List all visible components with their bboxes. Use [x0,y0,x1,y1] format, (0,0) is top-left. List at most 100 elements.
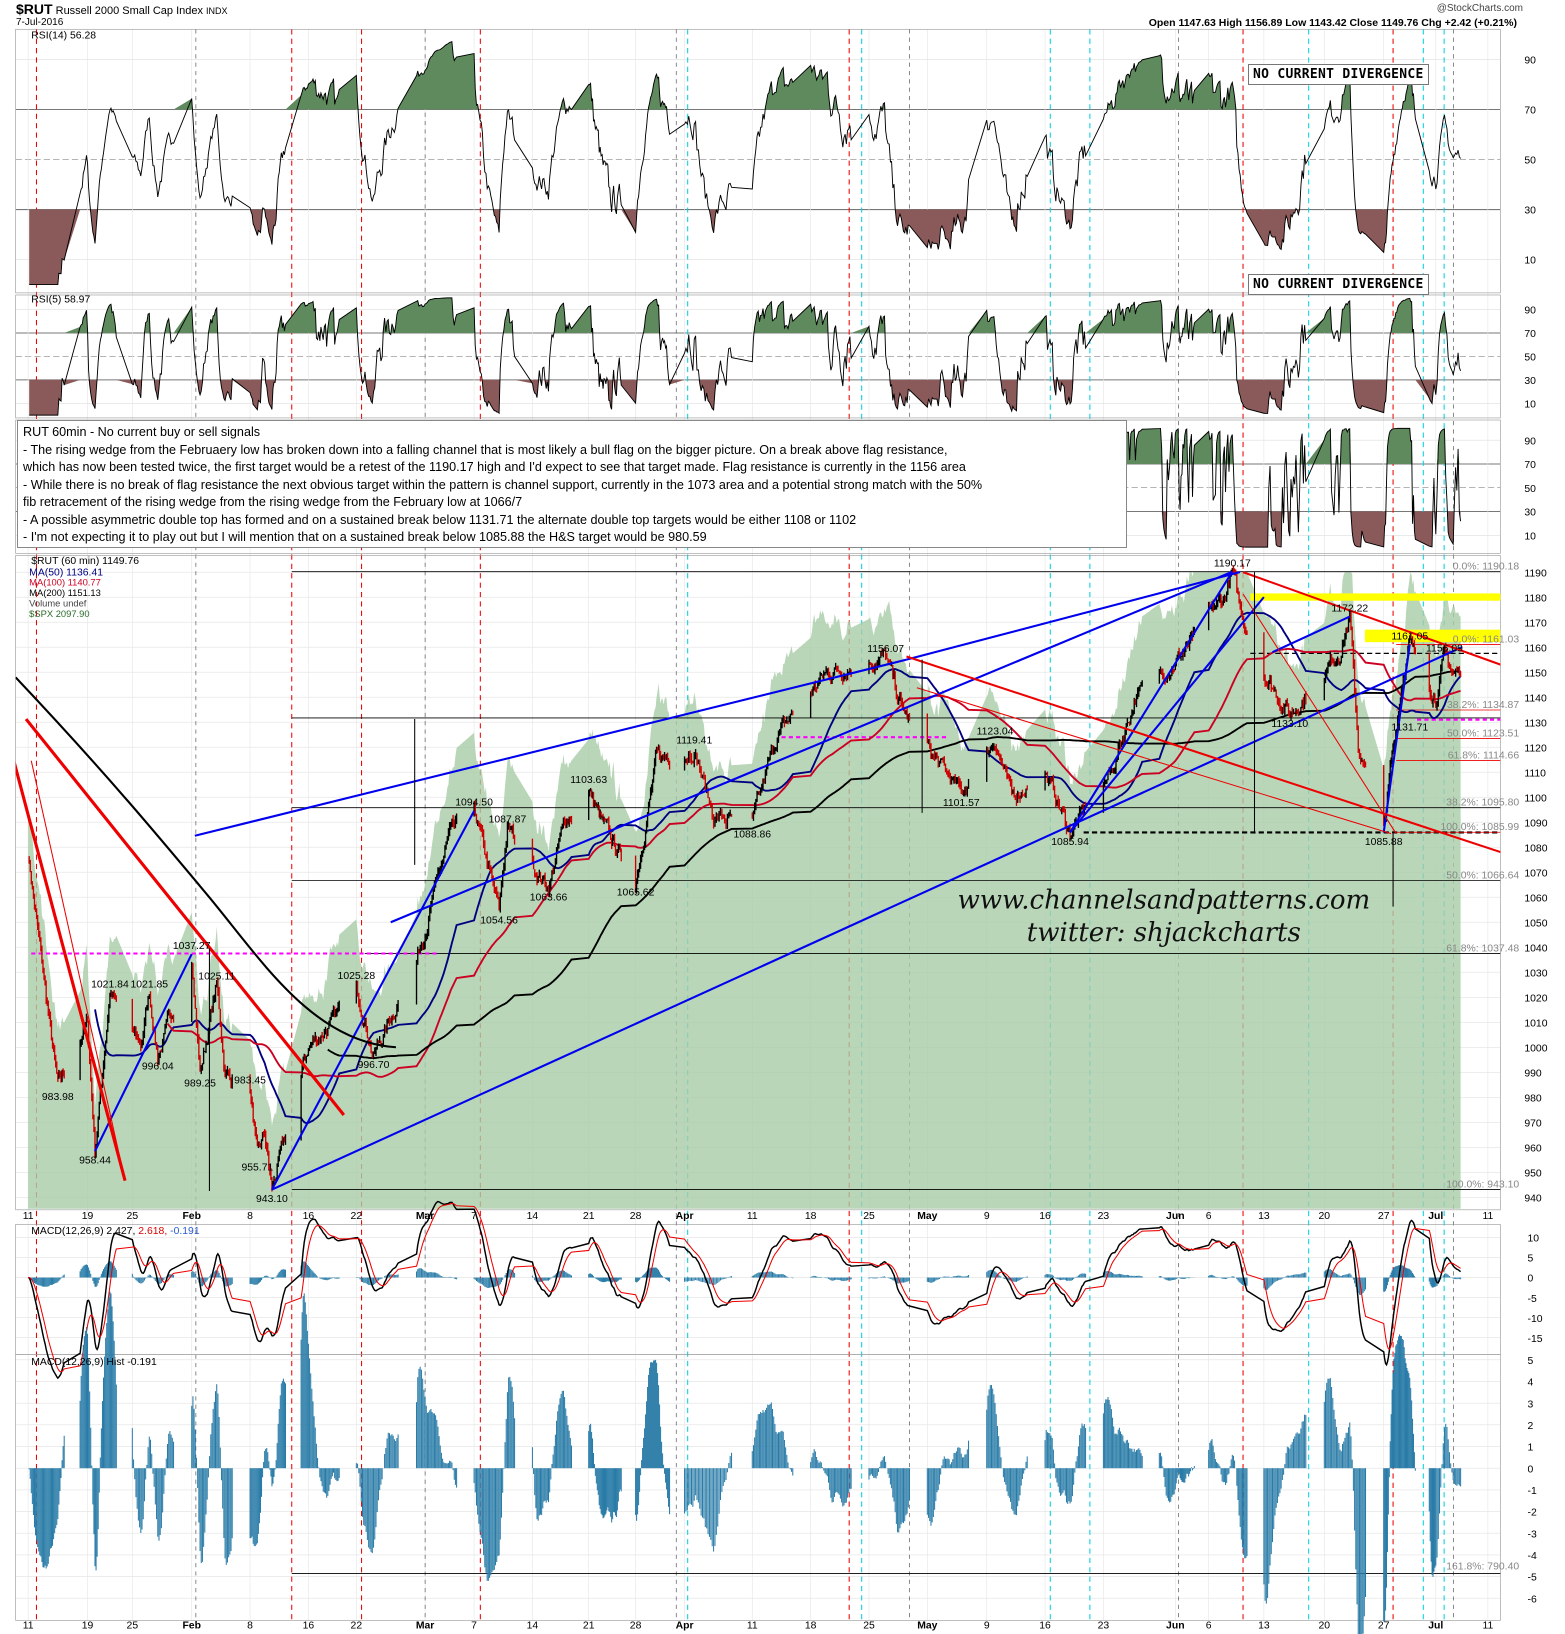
price-label: 1037.27 [173,941,211,952]
fib-label: 0.0%: 1161.03 [1453,635,1520,646]
x-tick-label: Jun [1166,1621,1185,1632]
price-annotations: 958.44 983.98 1021.84 1021.85 996.04 1037.27 9… [42,559,1519,1573]
price-label: 1101.57 [943,798,980,809]
ma100-line [166,647,1461,1078]
hist-tick-label: 0 [1527,1464,1533,1475]
price-tick-label: 1090 [1524,818,1547,829]
trendline-red [906,655,1501,854]
fib-label: 50.0%: 1123.51 [1447,728,1519,739]
price-tick-label: 1010 [1524,1018,1547,1029]
hist-tick-label: 2 [1527,1421,1533,1432]
x-tick-label: Apr [676,1621,694,1632]
note-line: RUT 60min - No current buy or sell signa… [23,425,261,439]
price-label: 983.98 [42,1092,74,1103]
ma200-early [15,676,397,1049]
rsi-tick-label: 30 [1524,508,1536,519]
yellow-band-1161 [1364,629,1501,643]
trendline-blue [1272,615,1351,654]
price-label: 1161.05 [1391,631,1428,642]
trendline-blue [1069,571,1234,833]
rsi14-divergence-box: NO CURRENT DIVERGENCE [1248,64,1429,85]
hist-tick-label: 5 [1527,1356,1533,1367]
x-tick-label: 19 [82,1621,94,1632]
ma100-legend: MA(100) 1140.77 [29,578,101,588]
price-tick-label: 1050 [1524,918,1547,929]
x-tick-label: 27 [1378,1621,1390,1632]
rsi14-panel [29,41,1461,286]
panel-frame [15,294,1501,419]
trendline-blue [1382,644,1411,833]
x-tick-label: 20 [1319,1211,1331,1222]
macd-tick-label: 10 [1527,1234,1539,1245]
price-tick-label: 1020 [1524,993,1547,1004]
price-tick-label: 940 [1524,1193,1542,1204]
price-label: 989.25 [184,1079,216,1090]
x-tick-label: 11 [1482,1211,1493,1222]
ma50-legend: MA(50) 1136.41 [29,567,103,578]
rsi-tick-label: 90 [1524,56,1536,67]
price-tick-label: 1000 [1524,1043,1547,1054]
x-tick-label: 11 [23,1211,34,1222]
trendline-red [30,760,126,1181]
index-name: Russell 2000 Small Cap Index [55,5,203,17]
price-label: 1054.56 [480,915,518,926]
macd-tick-label: 0 [1527,1274,1533,1285]
price-label: 1123.04 [977,726,1014,737]
macd-label: MACD(12,26,9) 2.427, 2.618, -0.191 [31,1226,200,1237]
x-tick-label: Jun [1166,1211,1185,1222]
trendline-blue [271,810,476,1191]
x-tick-label: Jul [1428,1211,1443,1222]
ma50-line [94,611,1462,1125]
x-tick-label: 13 [1258,1621,1270,1632]
price-label: 1088.86 [733,830,771,841]
chart-date: 7-Jul-2016 [16,17,64,28]
rsi-tick-label: 50 [1524,156,1536,167]
x-tick-label: 16 [303,1211,315,1222]
x-tick-label: 21 [583,1621,595,1632]
trendline-red [1242,571,1501,666]
x-tick-label: Jul [1428,1621,1443,1632]
rsi14-label: RSI(14) 56.28 [31,31,96,42]
price-tick-label: 950 [1524,1168,1542,1179]
trendline-blue [271,646,1463,1191]
x-tick-label: 21 [583,1211,595,1222]
fib-label: 61.8%: 1114.66 [1448,750,1520,761]
x-tick-label: 7 [471,1211,477,1222]
x-tick-label: May [917,1211,937,1222]
price-label: 1063.66 [530,893,568,904]
rsi5-divergence-box: NO CURRENT DIVERGENCE [1248,274,1429,295]
trendline-blue [390,570,1233,924]
hist-label: MACD(12,26,9) Hist -0.191 [31,1357,157,1368]
price-tick-label: 1070 [1524,868,1547,879]
trendline-red [15,761,127,1182]
price-label: 983.45 [234,1075,266,1086]
price-label: 1021.84 [91,979,129,990]
x-tick-label: 22 [351,1211,363,1222]
price-label: 996.04 [142,1062,174,1073]
brand: @StockCharts.com [1436,3,1523,14]
price-label: 996.70 [358,1060,390,1071]
x-tick-label: 25 [863,1211,875,1222]
x-tick-label: 8 [247,1621,253,1632]
x-tick-label: 9 [984,1621,990,1632]
price-label: 955.71 [241,1163,273,1174]
rsi-oversold-fill [29,209,1461,285]
x-tick-label: 9 [984,1211,990,1222]
x-tick-label: 7 [471,1621,477,1632]
x-tick-label: Mar [416,1621,435,1632]
x-tick-label: 11 [747,1211,758,1222]
note-line: - A possible asymmetric double top has f… [23,512,857,527]
price-label: 1190.17 [1214,559,1251,570]
fib-label: 50.0%: 1066.64 [1446,871,1519,882]
note-line: - The rising wedge from the Februaery lo… [23,442,948,457]
macd-line [27,1200,1462,1380]
x-tick-label: 18 [805,1621,817,1632]
macd-value: MACD(12,26,9) 2.427, [31,1226,135,1237]
hist-tick-label: -1 [1527,1486,1536,1497]
hist-tick-label: -6 [1527,1594,1536,1605]
rsi-tick-label: 70 [1524,106,1536,117]
yellow-band-1180 [1250,593,1501,601]
price-tick-label: 970 [1524,1118,1542,1129]
price-label: 1094.50 [455,798,493,809]
